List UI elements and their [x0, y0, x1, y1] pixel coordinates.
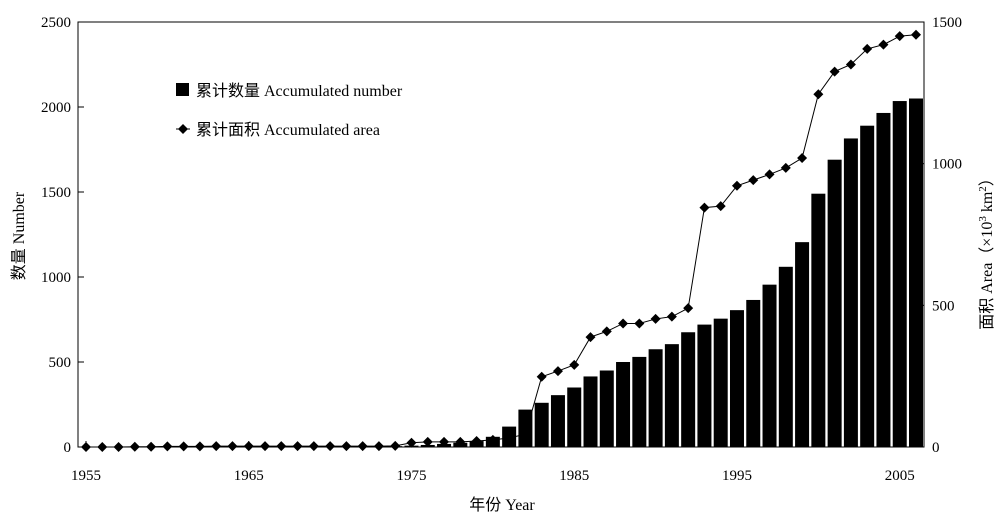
right-y-axis-title-main: 面积 Area（×10	[978, 222, 996, 330]
area-point-2004	[878, 40, 888, 50]
area-point-2006	[911, 30, 921, 40]
left-y-tick-label-0: 0	[64, 440, 72, 456]
right-y-axis-title: 面积 Area（×103 km2）	[977, 170, 996, 330]
bar-1983	[535, 403, 549, 447]
bar-1993	[697, 325, 711, 447]
bar-1995	[730, 310, 744, 447]
bar-1990	[649, 349, 663, 447]
right-y-tick-label-1000: 1000	[932, 157, 962, 173]
legend-bar-swatch	[176, 83, 189, 96]
area-point-1985	[569, 360, 579, 370]
area-point-1964	[227, 441, 237, 451]
area-point-1989	[634, 318, 644, 328]
left-y-tick-label-2000: 2000	[41, 100, 71, 116]
area-point-1966	[260, 441, 270, 451]
legend: 累计数量 Accumulated number 累计面积 Accumulated…	[176, 82, 403, 139]
left-y-tick-label-1000: 1000	[41, 270, 71, 286]
x-tick-label-2005: 2005	[885, 468, 915, 484]
area-point-1969	[309, 441, 319, 451]
area-point-1986	[586, 332, 596, 342]
area-point-1999	[797, 153, 807, 163]
x-tick-label-1975: 1975	[396, 468, 426, 484]
area-point-1973	[374, 441, 384, 451]
bar-1992	[681, 332, 695, 447]
area-point-1995	[732, 181, 742, 191]
area-point-1996	[748, 175, 758, 185]
bar-2002	[844, 138, 858, 447]
bar-1996	[746, 300, 760, 447]
right-y-tick-label-500: 500	[932, 298, 955, 314]
bar-1998	[779, 267, 793, 447]
bar-2001	[828, 160, 842, 447]
x-axis-title: 年份 Year	[469, 496, 535, 514]
bars-layer	[95, 99, 923, 448]
bar-2006	[909, 99, 923, 448]
right-y-axis-title-end: ）	[978, 170, 996, 186]
left-y-tick-label-2500: 2500	[41, 15, 71, 31]
area-point-1974	[390, 441, 400, 451]
bar-1985	[567, 388, 581, 448]
area-point-1961	[179, 441, 189, 451]
bar-1999	[795, 242, 809, 447]
bar-1986	[584, 376, 598, 447]
area-point-1987	[602, 326, 612, 336]
legend-diamond-marker	[178, 124, 188, 134]
left-y-tick-label-500: 500	[49, 355, 72, 371]
right-y-tick-label-1500: 1500	[932, 15, 962, 31]
bar-1997	[763, 285, 777, 447]
area-point-1971	[341, 441, 351, 451]
area-point-1994	[716, 201, 726, 211]
area-point-1972	[358, 441, 368, 451]
x-tick-label-1955: 1955	[71, 468, 101, 484]
left-y-tick-label-1500: 1500	[41, 185, 71, 201]
area-point-1967	[276, 441, 286, 451]
area-point-1963	[211, 441, 221, 451]
area-point-1997	[765, 169, 775, 179]
area-point-1962	[195, 441, 205, 451]
area-point-1983	[537, 372, 547, 382]
area-point-1998	[781, 163, 791, 173]
area-point-1991	[667, 312, 677, 322]
x-tick-label-1995: 1995	[722, 468, 752, 484]
area-point-2000	[813, 89, 823, 99]
area-point-1960	[162, 441, 172, 451]
bar-1984	[551, 395, 565, 447]
bar-2005	[893, 101, 907, 447]
bar-1987	[600, 371, 614, 448]
right-y-tick-label-0: 0	[932, 440, 940, 456]
area-point-1988	[618, 318, 628, 328]
bar-2003	[860, 126, 874, 447]
bar-2004	[876, 113, 890, 447]
left-y-axis-title: 数量 Number	[10, 191, 28, 280]
area-point-1993	[699, 203, 709, 213]
bar-1989	[632, 357, 646, 447]
x-tick-label-1965: 1965	[234, 468, 264, 484]
bar-1988	[616, 362, 630, 447]
bar-1994	[714, 319, 728, 447]
x-tick-label-1985: 1985	[559, 468, 589, 484]
area-point-1984	[553, 366, 563, 376]
bar-2000	[811, 194, 825, 447]
area-point-1990	[651, 314, 661, 324]
right-y-axis-title-mid: km	[979, 191, 996, 216]
bar-1991	[665, 344, 679, 447]
area-point-2005	[895, 31, 905, 41]
area-point-1992	[683, 303, 693, 313]
legend-bar-label: 累计数量 Accumulated number	[196, 82, 403, 100]
area-point-1970	[325, 441, 335, 451]
legend-line-label: 累计面积 Accumulated area	[196, 121, 380, 139]
area-point-2001	[830, 67, 840, 77]
area-point-1968	[293, 441, 303, 451]
